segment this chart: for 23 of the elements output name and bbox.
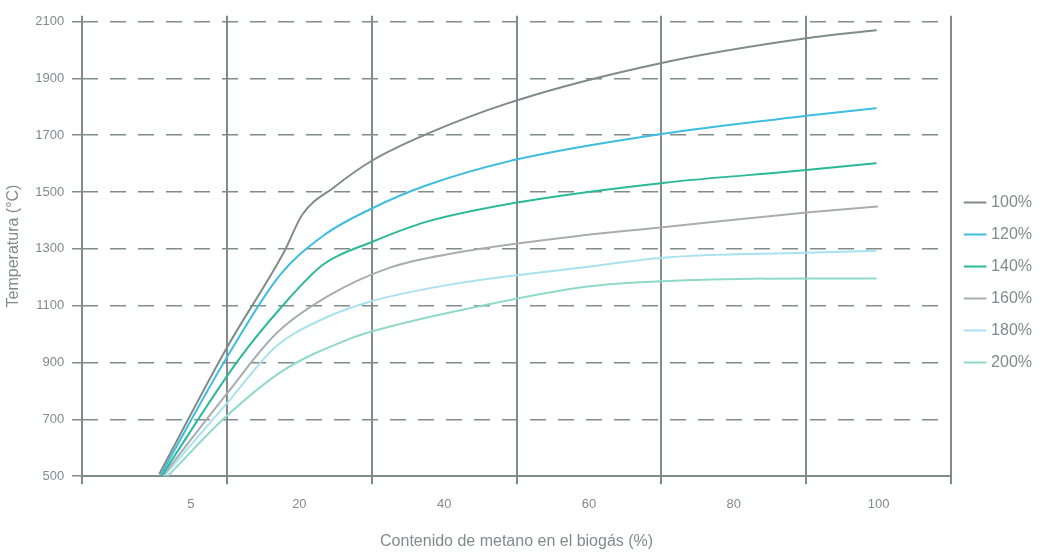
y-tick-label: 900 <box>42 354 65 370</box>
y-tick-label: 1900 <box>35 69 65 85</box>
x-tick-label: 5 <box>187 495 195 511</box>
y-tick-label: 1100 <box>36 297 65 313</box>
legend-label: 120% <box>991 224 1032 242</box>
y-tick-label: 1700 <box>35 126 65 142</box>
x-tick-label: 100 <box>867 495 890 511</box>
y-tick-label: 1500 <box>35 183 65 199</box>
y-axis-title: Temperatura (°C) <box>4 184 22 308</box>
x-tick-label: 20 <box>292 495 307 511</box>
legend-label: 140% <box>991 256 1032 274</box>
x-tick-label: 60 <box>581 495 597 511</box>
legend-label: 100% <box>991 192 1032 210</box>
y-tick-label: 700 <box>42 410 65 426</box>
legend-label: 180% <box>991 320 1032 338</box>
x-tick-label: 80 <box>726 495 742 511</box>
x-tick-label: 40 <box>436 495 452 511</box>
x-axis-title: Contenido de metano en el biogás (%) <box>380 531 654 549</box>
y-tick-label: 1300 <box>35 240 65 256</box>
y-tick-label: 500 <box>42 467 65 483</box>
y-tick-label: 2100 <box>35 13 65 29</box>
legend-label: 160% <box>991 288 1032 306</box>
legend-label: 200% <box>991 352 1032 370</box>
